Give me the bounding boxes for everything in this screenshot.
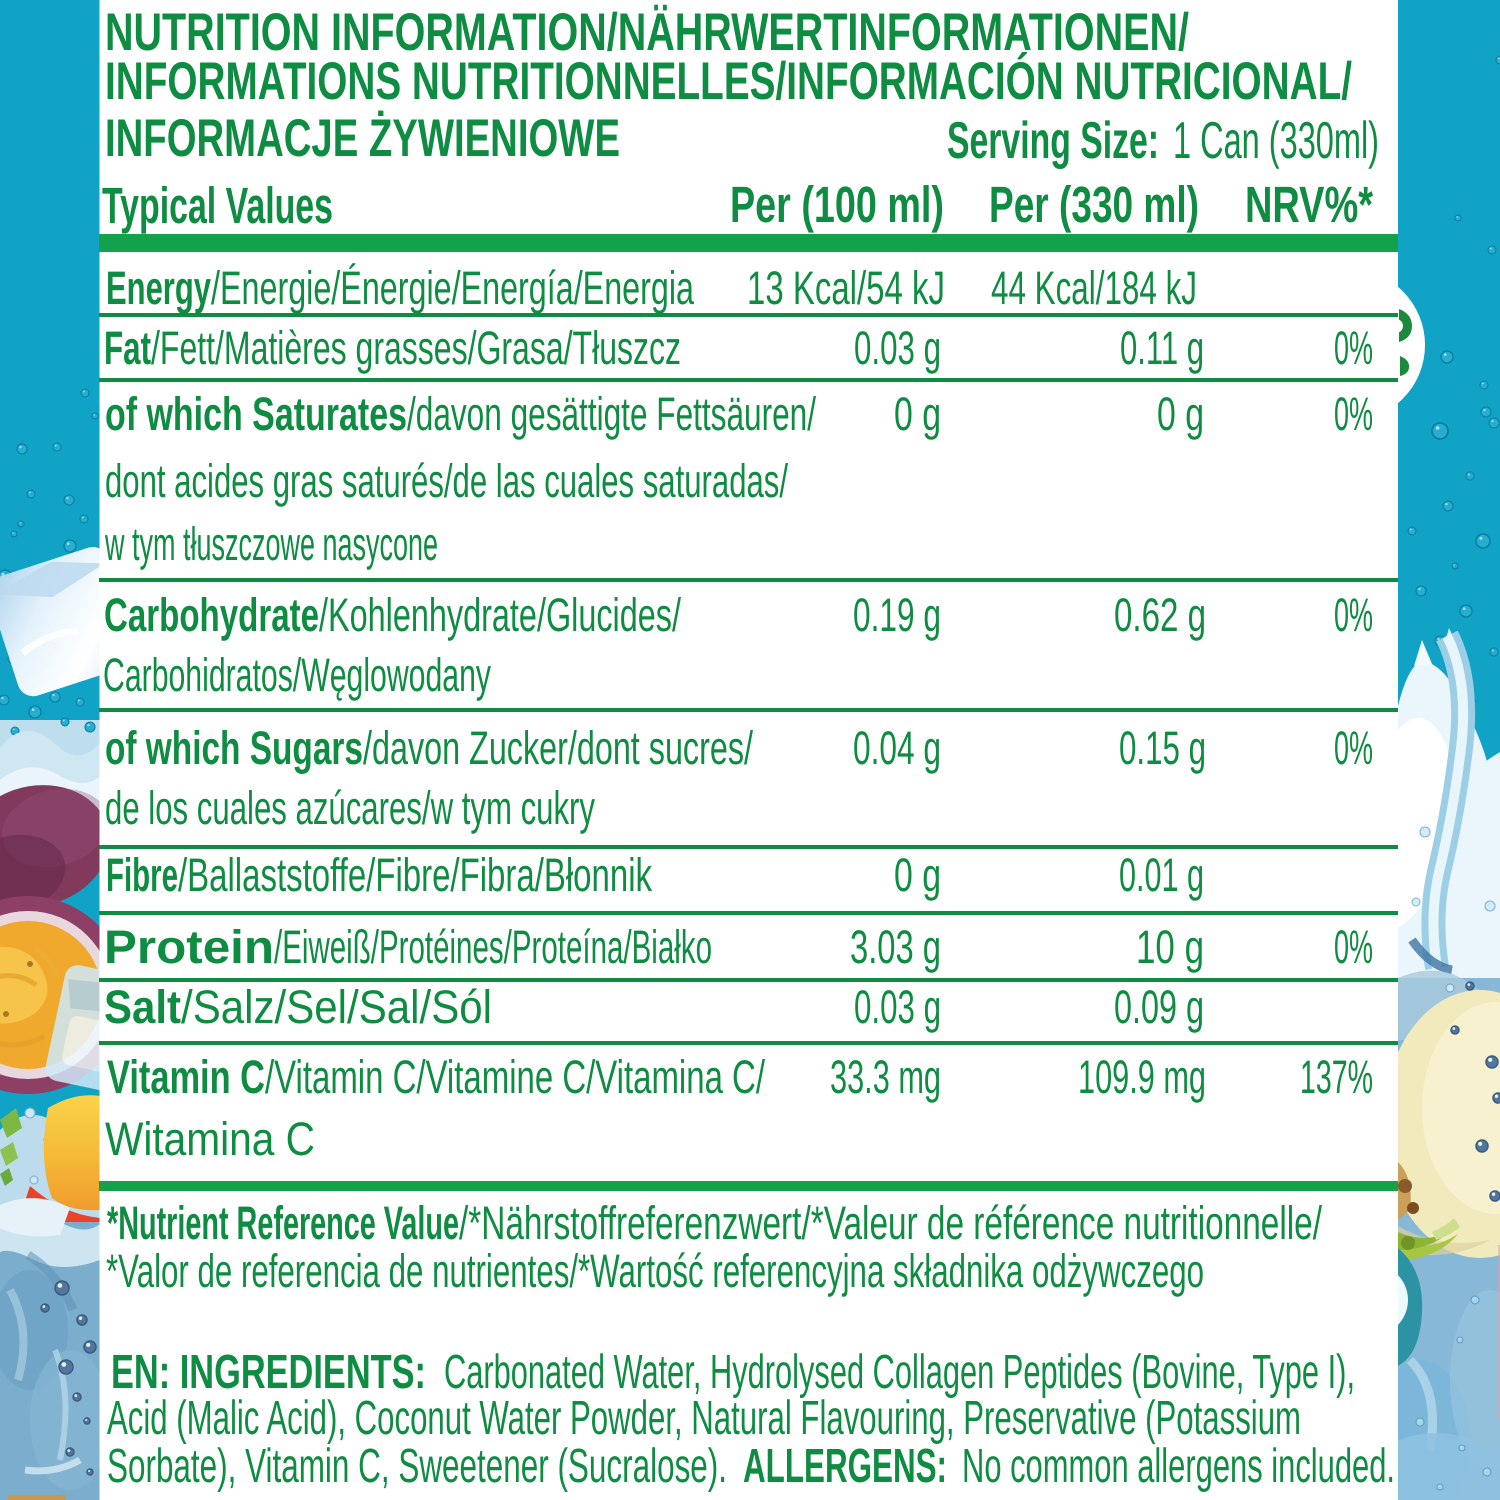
svg-text:0.04 g: 0.04 g <box>853 721 941 774</box>
svg-text:Per (100 ml): Per (100 ml) <box>730 176 944 233</box>
svg-text:0.03 g: 0.03 g <box>854 980 941 1033</box>
svg-text:Witamina C: Witamina C <box>105 1112 315 1165</box>
svg-text:137%: 137% <box>1300 1050 1373 1103</box>
svg-text:109.9 mg: 109.9 mg <box>1078 1050 1206 1103</box>
svg-text:w tym tłuszczowe nasycone: w tym tłuszczowe nasycone <box>104 517 438 570</box>
svg-text:/Fett/Matières grasses/Grasa/T: /Fett/Matières grasses/Grasa/Tłuszcz <box>151 321 681 374</box>
svg-text:/Vitamin C/Vitamine C/Vitamina: /Vitamin C/Vitamine C/Vitamina C/ <box>265 1050 766 1103</box>
svg-text:Vitamin C: Vitamin C <box>107 1050 265 1103</box>
svg-text:Acid (Malic Acid), Coconut Wat: Acid (Malic Acid), Coconut Water Powder,… <box>107 1392 1301 1445</box>
svg-text:dont acides gras saturés/de la: dont acides gras saturés/de las cuales s… <box>105 454 789 507</box>
svg-text:*Nutrient Reference Value: *Nutrient Reference Value <box>107 1196 459 1249</box>
svg-text:/davon gesättigte Fettsäuren/: /davon gesättigte Fettsäuren/ <box>407 387 817 440</box>
svg-text:0.19 g: 0.19 g <box>853 588 941 641</box>
svg-text:Serving Size:: Serving Size: <box>947 112 1159 170</box>
svg-text:0%: 0% <box>1334 321 1373 374</box>
svg-text:/Energie/Énergie/Energía/Energ: /Energie/Énergie/Energía/Energia <box>211 261 695 314</box>
svg-text:10 g: 10 g <box>1136 920 1204 973</box>
svg-text:0 g: 0 g <box>894 848 941 901</box>
svg-text:0.11 g: 0.11 g <box>1120 321 1204 374</box>
svg-text:0.62 g: 0.62 g <box>1114 588 1206 641</box>
svg-text:of which Saturates: of which Saturates <box>105 387 407 440</box>
svg-text:0.01 g: 0.01 g <box>1119 848 1204 901</box>
svg-text:Carbohydrate: Carbohydrate <box>104 588 319 641</box>
svg-text:Fat: Fat <box>104 321 151 374</box>
svg-text:0 g: 0 g <box>1157 387 1204 440</box>
svg-text:INFORMATIONS NUTRITIONNELLES/I: INFORMATIONS NUTRITIONNELLES/INFORMACIÓN… <box>105 52 1352 111</box>
svg-text:Energy: Energy <box>106 261 211 314</box>
svg-text:EN: INGREDIENTS:: EN: INGREDIENTS: <box>111 1346 426 1399</box>
svg-text:Salt: Salt <box>104 980 181 1033</box>
svg-text:Carbohidratos/Węglowodany: Carbohidratos/Węglowodany <box>103 648 491 701</box>
svg-text:0%: 0% <box>1334 721 1373 774</box>
svg-text:0.15 g: 0.15 g <box>1119 721 1206 774</box>
svg-text:/*Nährstoffreferenzwert/*Valeu: /*Nährstoffreferenzwert/*Valeur de référ… <box>459 1196 1323 1249</box>
svg-text:Protein: Protein <box>104 920 274 973</box>
svg-text:No common allergens included.: No common allergens included. <box>962 1440 1395 1493</box>
svg-text:/Ballaststoffe/Fibre/Fibra/Bło: /Ballaststoffe/Fibre/Fibra/Błonnik <box>178 848 652 901</box>
svg-text:1 Can (330ml): 1 Can (330ml) <box>1173 112 1379 170</box>
svg-text:ALLERGENS:: ALLERGENS: <box>743 1440 947 1493</box>
svg-text:0 g: 0 g <box>894 387 941 440</box>
svg-text:NUTRITION INFORMATION/NÄHRWERT: NUTRITION INFORMATION/NÄHRWERTINFORMATIO… <box>105 3 1189 62</box>
svg-text:3.03 g: 3.03 g <box>850 920 941 973</box>
svg-text:of which Sugars: of which Sugars <box>105 721 363 774</box>
svg-text:0%: 0% <box>1334 387 1373 440</box>
svg-text:Per (330 ml): Per (330 ml) <box>989 176 1199 233</box>
svg-text:/Eiweiß/Protéines/Proteína/Bia: /Eiweiß/Protéines/Proteína/Białko <box>274 920 712 973</box>
svg-text:INFORMACJE ŻYWIENIOWE: INFORMACJE ŻYWIENIOWE <box>105 109 620 168</box>
svg-text:NRV%*: NRV%* <box>1245 176 1373 233</box>
svg-text:Carbonated Water, Hydrolysed C: Carbonated Water, Hydrolysed Collagen Pe… <box>444 1346 1355 1399</box>
svg-text:0.09 g: 0.09 g <box>1114 980 1204 1033</box>
svg-text:33.3 mg: 33.3 mg <box>830 1050 941 1103</box>
svg-text:Sorbate), Vitamin C, Sweetener: Sorbate), Vitamin C, Sweetener (Sucralos… <box>107 1440 727 1493</box>
svg-text:0.03 g: 0.03 g <box>854 321 941 374</box>
svg-text:44 Kcal/184 kJ: 44 Kcal/184 kJ <box>991 261 1197 314</box>
svg-text:/Kohlenhydrate/Glucides/: /Kohlenhydrate/Glucides/ <box>319 588 682 641</box>
svg-text:13 Kcal/54 kJ: 13 Kcal/54 kJ <box>747 261 945 314</box>
svg-text:Fibre: Fibre <box>106 848 178 901</box>
svg-text:*Valor de referencia de nutrie: *Valor de referencia de nutrientes/*Wart… <box>106 1244 1204 1297</box>
svg-text:0%: 0% <box>1334 920 1373 973</box>
svg-text:0%: 0% <box>1334 588 1373 641</box>
svg-text:de los cuales azúcares/w tym c: de los cuales azúcares/w tym cukry <box>105 781 595 834</box>
svg-text:Typical Values: Typical Values <box>102 177 333 234</box>
svg-text:/davon Zucker/dont sucres/: /davon Zucker/dont sucres/ <box>363 721 754 774</box>
svg-text:/Salz/Sel/Sal/Sól: /Salz/Sel/Sal/Sól <box>181 980 492 1033</box>
